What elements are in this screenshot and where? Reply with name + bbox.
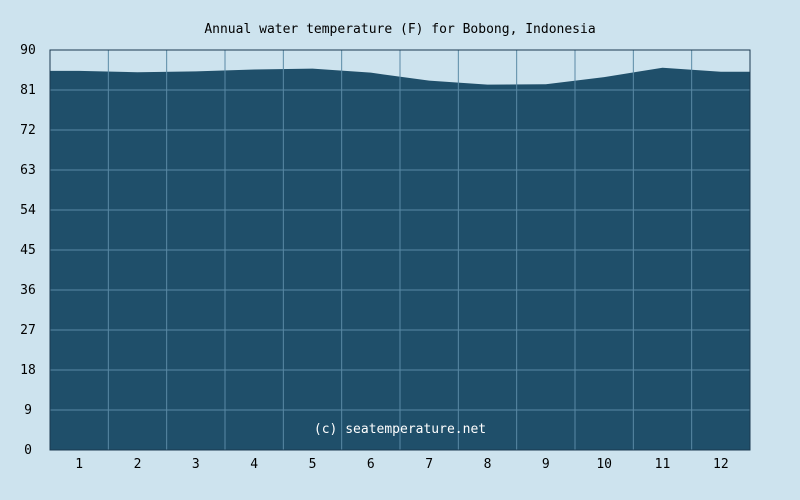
x-axis-ticks: 1 2 3 4 5 6 7 8 9 10 11 12 (75, 457, 728, 472)
watermark-text: (c) seatemperature.net (314, 422, 486, 437)
x-tick-label: 9 (542, 457, 550, 472)
x-tick-label: 3 (192, 457, 200, 472)
x-tick-label: 2 (134, 457, 142, 472)
x-tick-label: 10 (596, 457, 612, 472)
y-tick-label: 36 (20, 283, 36, 298)
grid-layer (50, 50, 750, 450)
x-tick-label: 7 (425, 457, 433, 472)
y-axis-ticks: 0 9 18 27 36 45 54 63 72 81 90 (20, 43, 36, 458)
y-tick-label: 63 (20, 163, 36, 178)
y-tick-label: 0 (24, 443, 32, 458)
y-tick-label: 27 (20, 323, 36, 338)
plot-frame (49, 49, 751, 451)
y-tick-label: 90 (20, 43, 36, 58)
y-tick-label: 45 (20, 243, 36, 258)
x-tick-label: 4 (250, 457, 258, 472)
x-tick-label: 8 (484, 457, 492, 472)
y-tick-label: 72 (20, 123, 36, 138)
x-tick-label: 11 (655, 457, 671, 472)
y-tick-label: 18 (20, 363, 36, 378)
x-tick-label: 1 (75, 457, 83, 472)
y-tick-label: 81 (20, 83, 36, 98)
x-tick-label: 5 (309, 457, 317, 472)
y-tick-label: 9 (24, 403, 32, 418)
chart-title: Annual water temperature (F) for Bobong,… (204, 22, 595, 37)
x-tick-label: 12 (713, 457, 729, 472)
y-tick-label: 54 (20, 203, 36, 218)
x-tick-label: 6 (367, 457, 375, 472)
